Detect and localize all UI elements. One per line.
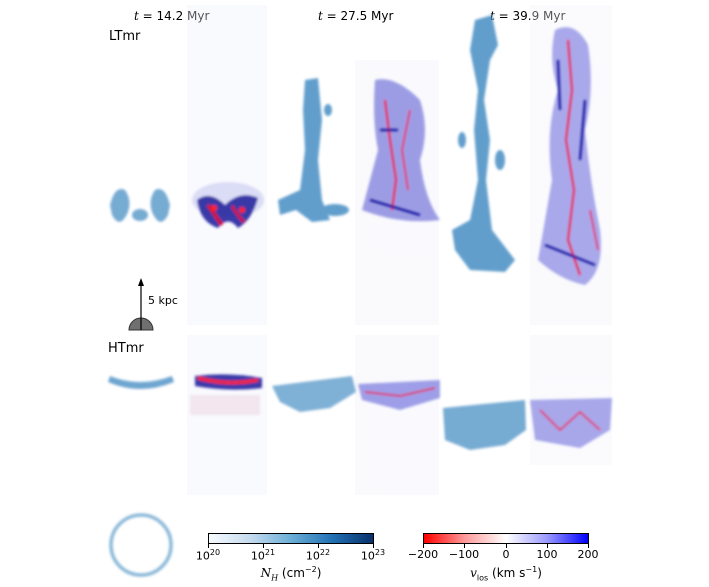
velocity-panel-ht-1 xyxy=(190,374,262,415)
colorbar-density xyxy=(208,533,374,544)
colorbar-density-tick xyxy=(318,544,319,548)
time-symbol: t xyxy=(490,9,495,23)
colorbar-velocity-ticklabel: 100 xyxy=(536,548,558,561)
colorbar-density-title: NH (cm−2) xyxy=(260,565,322,583)
density-panel-lt-2 xyxy=(278,78,349,222)
colorbar-density-tick xyxy=(373,544,374,548)
time-label-1: t = 14.2 Myr xyxy=(134,9,209,23)
colorbar-velocity-tick xyxy=(423,544,424,548)
colorbar-velocity-ticklabel: 0 xyxy=(502,548,510,561)
colorbar-velocity-title: vlos (km s−1) xyxy=(470,565,542,583)
velocity-panel-ht-2 xyxy=(358,380,440,410)
colorbar-velocity-tick xyxy=(588,544,589,548)
velocity-panel-lt-2 xyxy=(362,79,440,222)
density-panel-ht-1 xyxy=(108,376,174,389)
colorbar-velocity-tick xyxy=(464,544,465,548)
time-label-3: t = 39.9 Myr xyxy=(490,9,565,23)
velocity-panel-lt-1 xyxy=(192,182,264,228)
time-value: = 14.2 Myr xyxy=(142,9,210,23)
density-panel-ht-3 xyxy=(443,400,526,450)
time-value: = 39.9 Myr xyxy=(498,9,566,23)
density-panel-row3 xyxy=(109,513,173,577)
colorbar-velocity-ticklabel: −200 xyxy=(407,548,439,561)
density-panel-lt-1 xyxy=(110,189,170,222)
colorbar-velocity-ticklabel: 200 xyxy=(577,548,599,561)
density-panel-ht-2 xyxy=(272,376,356,412)
colorbar-density-tick xyxy=(208,544,209,548)
scale-bar-label: 5 kpc xyxy=(148,294,178,307)
colorbar-density-ticklabel: 1020 xyxy=(195,548,221,563)
velocity-panel-lt-3 xyxy=(538,27,601,286)
colorbar-velocity xyxy=(423,533,589,544)
colorbar-density-tick xyxy=(263,544,264,548)
colorbar-velocity-tick xyxy=(547,544,548,548)
density-panel-lt-3 xyxy=(452,15,515,272)
colorbar-velocity-ticklabel: −100 xyxy=(448,548,480,561)
row-label-htmr: HTmr xyxy=(108,341,144,356)
row-label-ltmr: LTmr xyxy=(109,29,141,44)
colorbar-density-ticklabel: 1021 xyxy=(250,548,276,563)
time-label-2: t = 27.5 Myr xyxy=(318,9,393,23)
time-symbol: t xyxy=(318,9,323,23)
time-symbol: t xyxy=(134,9,139,23)
colorbar-density-ticklabel: 1022 xyxy=(305,548,331,563)
time-value: = 27.5 Myr xyxy=(326,9,394,23)
velocity-panel-ht-3 xyxy=(530,398,612,448)
colorbar-density-ticklabel: 1023 xyxy=(360,548,386,563)
colorbar-velocity-tick xyxy=(506,544,507,548)
